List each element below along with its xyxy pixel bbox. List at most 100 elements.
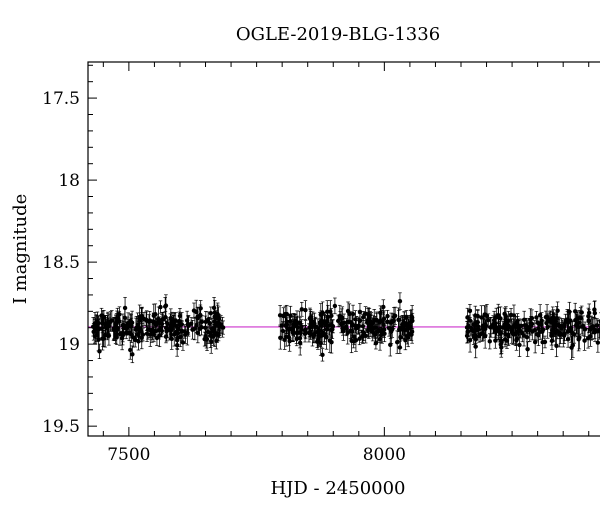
- data-point: [125, 318, 131, 336]
- data-point: [554, 334, 559, 358]
- data-point: [567, 301, 572, 322]
- data-point: [565, 309, 570, 331]
- data-point: [178, 326, 183, 348]
- data-point: [378, 308, 384, 333]
- data-point: [216, 306, 221, 331]
- data-point: [214, 332, 219, 350]
- data-point: [303, 325, 308, 338]
- data-point: [284, 326, 289, 347]
- data-point: [319, 319, 325, 345]
- data-point: [390, 320, 395, 338]
- data-point: [467, 328, 473, 353]
- data-point: [205, 320, 211, 344]
- data-point: [373, 337, 379, 350]
- data-point: [326, 315, 332, 336]
- x-axis-title: HJD - 2450000: [270, 478, 405, 499]
- data-point: [195, 322, 201, 344]
- data-point: [483, 306, 488, 324]
- data-point: [113, 315, 118, 333]
- data-point: [130, 345, 135, 364]
- data-point: [516, 320, 521, 338]
- data-point: [508, 308, 514, 322]
- data-point: [476, 321, 481, 338]
- data-point: [128, 314, 134, 331]
- data-point: [97, 343, 102, 359]
- data-point: [154, 329, 160, 346]
- data-point: [402, 311, 407, 336]
- data-point: [555, 301, 560, 320]
- data-point: [585, 328, 591, 349]
- data-point: [597, 320, 600, 340]
- data-point: [506, 323, 511, 346]
- data-point: [150, 319, 155, 340]
- data-point: [353, 310, 358, 329]
- data-point: [592, 301, 597, 319]
- data-point: [473, 335, 478, 359]
- data-point: [397, 317, 402, 341]
- data-point: [565, 330, 571, 348]
- data-point: [295, 315, 300, 339]
- data-point: [576, 315, 581, 339]
- data-point: [476, 329, 482, 343]
- data-point: [372, 309, 377, 331]
- data-point: [130, 327, 136, 348]
- data-point: [117, 322, 123, 346]
- data-point: [139, 307, 144, 330]
- data-point: [363, 328, 368, 344]
- data-points-layer: [90, 292, 600, 364]
- data-point: [471, 327, 476, 345]
- data-point: [197, 307, 202, 326]
- data-point: [117, 306, 122, 323]
- y-axis-title: I magnitude: [10, 194, 31, 305]
- data-point: [169, 316, 175, 330]
- data-point: [97, 317, 102, 341]
- data-point: [105, 313, 111, 339]
- data-point: [108, 311, 113, 332]
- data-point: [397, 340, 403, 354]
- data-point: [209, 329, 214, 354]
- data-point: [496, 322, 501, 340]
- data-point: [499, 337, 504, 358]
- data-point: [521, 310, 527, 329]
- data-point: [582, 321, 588, 337]
- data-point: [186, 316, 191, 335]
- data-point: [128, 340, 133, 360]
- data-point: [151, 303, 156, 328]
- data-point: [315, 330, 321, 350]
- data-point: [291, 313, 296, 336]
- data-point: [395, 330, 400, 354]
- data-point: [335, 314, 341, 328]
- data-point: [537, 323, 543, 340]
- data-point: [588, 315, 594, 341]
- y-tick-label: 17.5: [42, 89, 80, 109]
- data-point: [340, 306, 345, 330]
- data-point: [569, 335, 574, 360]
- data-point: [330, 319, 335, 333]
- data-point: [549, 331, 555, 350]
- data-point: [576, 310, 582, 336]
- data-point: [211, 323, 216, 339]
- data-point: [546, 313, 551, 328]
- data-point: [279, 313, 285, 338]
- data-point: [122, 296, 128, 319]
- data-point: [191, 302, 197, 319]
- data-point: [340, 321, 346, 336]
- y-tick-label: 18.5: [42, 253, 80, 273]
- data-point: [405, 315, 411, 338]
- data-point: [303, 300, 308, 320]
- data-point: [592, 318, 598, 342]
- data-point: [493, 315, 499, 340]
- data-point: [573, 302, 578, 320]
- y-tick-label: 19: [58, 335, 80, 355]
- data-point: [381, 299, 386, 315]
- y-tick-label: 18: [58, 171, 80, 191]
- data-point: [177, 311, 182, 331]
- data-point: [582, 330, 587, 351]
- data-point: [525, 341, 530, 357]
- data-point: [586, 307, 591, 325]
- data-point: [360, 314, 366, 339]
- data-point: [409, 309, 414, 323]
